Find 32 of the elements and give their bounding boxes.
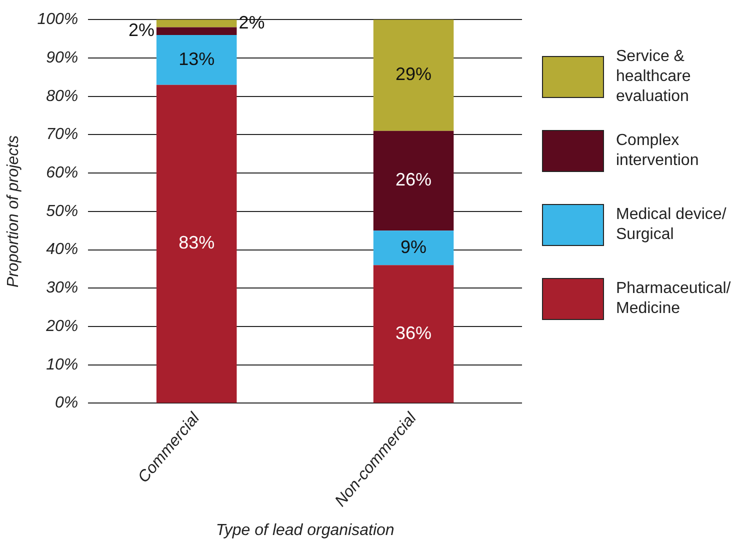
text: Medical device/ Surgical [616,205,728,245]
text: Pharmaceutical/ Medicine [616,279,732,319]
y-tick-label: 40% [46,241,78,258]
data-label: 83% [178,232,215,253]
data-label: 13% [178,48,215,69]
data-label: 2% [128,20,154,40]
bar [156,27,237,35]
text: Complex intervention [616,131,700,171]
x-axis-title: Type of lead organisation [216,522,394,539]
bar [373,265,454,403]
y-tick-label: 60% [46,164,78,182]
y-tick-label: 30% [46,280,78,297]
y-tick-label: 0% [54,394,78,412]
bar [156,34,237,85]
bar [373,20,454,131]
bar [156,84,237,403]
data-label: 9% [400,236,427,257]
y-axis-title: Proportion of projects [5,135,22,288]
data-label: 29% [396,64,432,84]
y-tick-label: 90% [46,49,78,66]
y-tick-label: 100% [37,11,78,28]
y-tick-label: 50% [46,202,78,220]
bar [373,230,454,266]
data-label: 26% [396,170,432,190]
y-tick-label: 20% [45,318,78,335]
data-label: 36% [396,322,432,343]
y-tick-label: 80% [46,88,78,105]
bar [156,20,237,28]
y-tick-label: 10% [46,356,78,374]
bar [373,130,454,231]
y-tick-label: 70% [46,126,78,144]
text: Service & healthcare evaluation [616,47,692,107]
